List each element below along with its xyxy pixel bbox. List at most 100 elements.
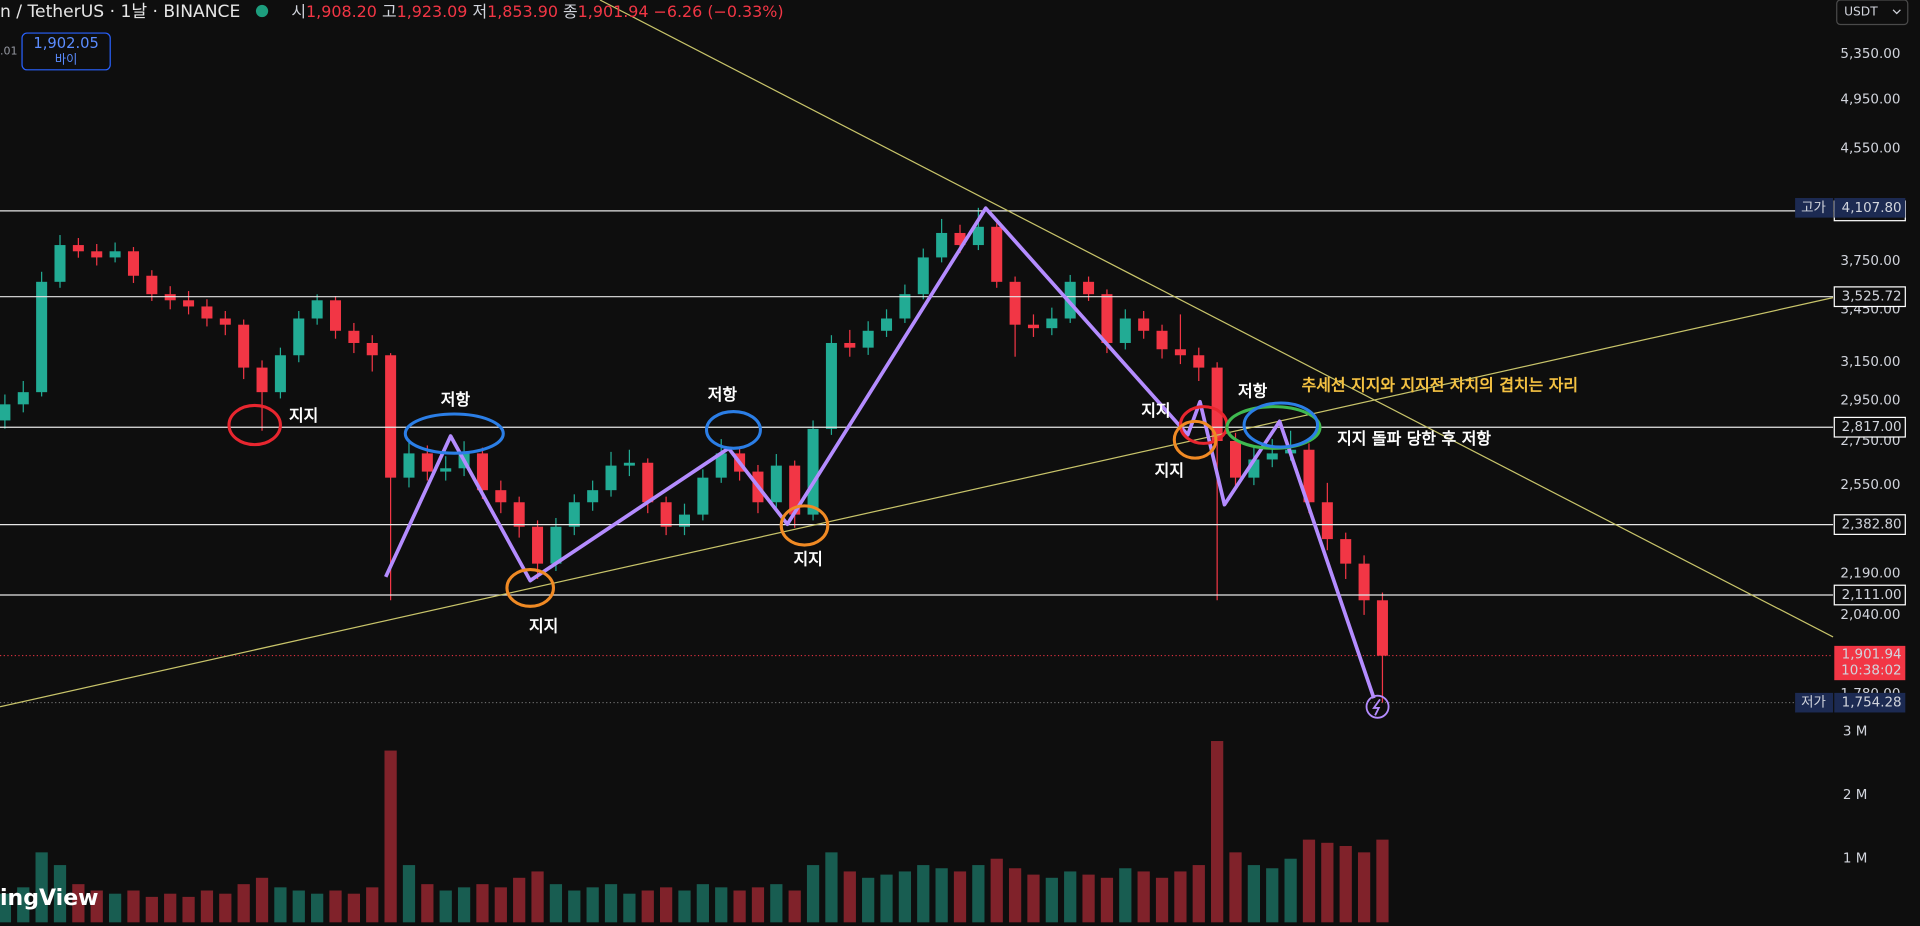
- candle-body: [1193, 355, 1205, 368]
- level-badge: [1833, 416, 1906, 438]
- candle-body: [917, 257, 929, 295]
- volume-bar: [935, 868, 948, 923]
- volume-bar: [751, 887, 765, 923]
- volume-bar: [1137, 871, 1150, 923]
- candle-body: [256, 367, 268, 393]
- y-tick-label: 2,550.00: [1840, 477, 1900, 493]
- candle-body: [91, 251, 103, 258]
- marks: [0, 207, 1834, 923]
- volume-bar: [127, 890, 140, 923]
- volume-bar: [641, 890, 654, 923]
- volume-bar: [898, 871, 912, 923]
- volume-bar: [237, 884, 250, 923]
- buy-button[interactable]: [21, 32, 111, 71]
- ohlc-value: 1,908.20: [306, 2, 377, 21]
- volume-bar: [1266, 868, 1279, 923]
- candle-body: [991, 226, 1003, 282]
- volume-bar: [513, 877, 526, 923]
- annotation: 지지: [529, 617, 558, 636]
- candle-body: [1156, 330, 1168, 350]
- volume-bar: [1155, 877, 1169, 923]
- watermark: ingView: [0, 886, 99, 911]
- volume-bar: [145, 896, 158, 923]
- volume-bar: [457, 887, 471, 923]
- circle: [505, 568, 556, 608]
- circle: [1242, 401, 1320, 449]
- y-tick-label: 2,190.00: [1840, 566, 1900, 582]
- candle-body: [936, 232, 948, 258]
- circle: [705, 410, 762, 450]
- volume-bar: [384, 750, 397, 923]
- alert-icon[interactable]: [1365, 694, 1390, 719]
- candle-body: [1211, 367, 1223, 442]
- volume-bar: [604, 884, 618, 923]
- candle-body: [201, 306, 213, 319]
- circle: [1225, 405, 1322, 450]
- volume-bar: [108, 893, 122, 923]
- volume-bar: [862, 877, 875, 923]
- annotation: 추세선 지지와 지지전 자치의 겹치는 자리: [1302, 375, 1578, 394]
- volume-bar: [549, 884, 563, 923]
- annotation: 저항: [441, 390, 471, 409]
- volume-bar: [568, 890, 581, 923]
- candle-body: [532, 526, 544, 564]
- volume-bar: [806, 865, 820, 923]
- ohlc-key: 고: [382, 2, 397, 21]
- volume-bar: [1064, 871, 1077, 923]
- candle-body: [513, 502, 525, 527]
- volume-bar: [715, 887, 728, 923]
- volume-bar: [825, 852, 838, 923]
- ohlc-value: 1,901.94: [578, 2, 649, 21]
- candle-body: [881, 318, 893, 331]
- candle-body: [127, 251, 139, 276]
- volume-bar: [292, 890, 305, 923]
- level-label: 3,525.72: [1842, 289, 1902, 305]
- candle-body: [1266, 453, 1278, 460]
- volume-bar: [476, 884, 489, 923]
- level-label: 2,111.00: [1842, 587, 1902, 603]
- candle-body: [1340, 539, 1352, 564]
- volume-bar: [311, 893, 324, 923]
- y-tick-label: 4,950.00: [1840, 91, 1900, 107]
- currency-button[interactable]: [1836, 0, 1909, 26]
- ohlc-value: 1,853.90: [487, 2, 558, 21]
- last-price-label: 1,901.94: [1842, 646, 1902, 662]
- symbol: n / TetherUS · 1날 · BINANCE: [0, 2, 240, 22]
- candle-body: [789, 465, 801, 515]
- volume-bar: [1339, 845, 1352, 923]
- candle-body: [623, 462, 635, 466]
- circle: [779, 504, 830, 547]
- annotation-texts: 지지 저항 지지 저항 지지 지지 지지 저항 추세선 지지와 지지전 자치의 …: [289, 375, 1578, 635]
- volume-bar: [678, 890, 691, 923]
- candle-body: [440, 468, 452, 472]
- candle-body: [825, 342, 837, 429]
- volume-bar: [1008, 868, 1022, 923]
- alert-bolt: [1372, 698, 1381, 716]
- volume-bar: [1376, 839, 1389, 923]
- buy-label: 바이: [55, 53, 78, 67]
- y-tick-label: 3,150.00: [1840, 354, 1900, 370]
- marker-key-badge: [1795, 692, 1834, 713]
- volume-bar: [843, 871, 856, 923]
- ohlc: 시1,908.20 고1,923.09 저1,853.90 종1,901.94 …: [291, 2, 783, 21]
- candle-body: [1358, 563, 1370, 601]
- volume-bar: [1119, 868, 1132, 923]
- volume-bar: [35, 852, 48, 923]
- drawings: [0, 0, 1834, 719]
- candle-body: [1248, 459, 1260, 478]
- volume-bar: [1321, 842, 1334, 923]
- candle-body: [954, 232, 966, 246]
- candle-body: [421, 453, 433, 472]
- volume-bar: [347, 893, 360, 923]
- candle-body: [678, 514, 690, 527]
- volume-bar: [0, 893, 12, 923]
- candle-body: [36, 281, 48, 393]
- volume-bar: [200, 890, 214, 923]
- candle-body: [1138, 318, 1150, 331]
- volume-bar: [1100, 877, 1114, 923]
- candle-body: [476, 453, 488, 491]
- candle-body: [1083, 281, 1095, 295]
- circle: [1172, 419, 1218, 460]
- candle-body: [183, 300, 195, 307]
